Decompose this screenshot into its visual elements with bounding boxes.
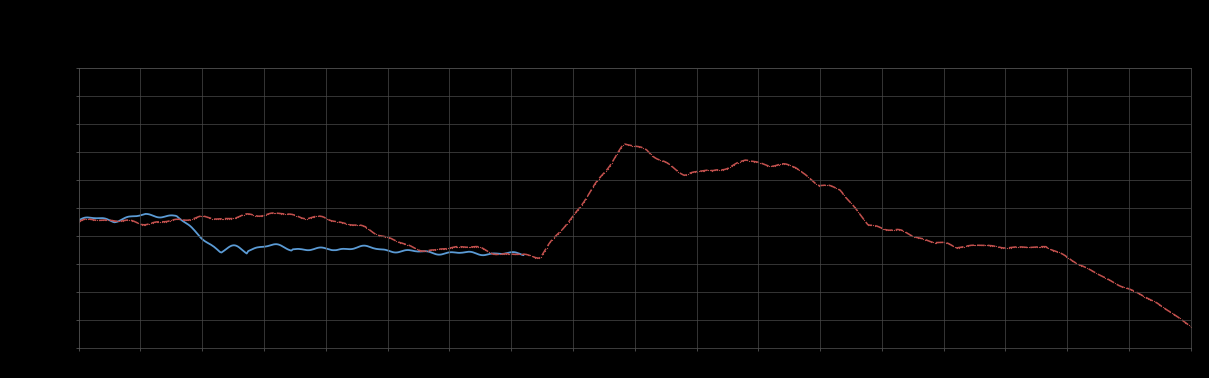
Historical [447, 250, 462, 255]
Historical [337, 246, 352, 251]
Historical [345, 247, 359, 251]
Historical [71, 218, 86, 223]
Forecast [574, 203, 589, 207]
Forecast [910, 235, 925, 240]
Historical [478, 253, 492, 257]
Historical [516, 253, 531, 257]
Historical [336, 246, 351, 251]
Forecast [358, 224, 372, 229]
Forecast [71, 220, 86, 224]
Historical [476, 253, 491, 257]
Forecast [1184, 324, 1198, 329]
Forecast [816, 183, 831, 187]
Forecast [268, 211, 283, 215]
Forecast [729, 161, 744, 166]
Line: Historical: Historical [79, 214, 523, 255]
Line: Forecast: Forecast [77, 143, 1192, 328]
Historical [138, 212, 152, 216]
Forecast [618, 142, 632, 146]
Historical [73, 217, 87, 222]
